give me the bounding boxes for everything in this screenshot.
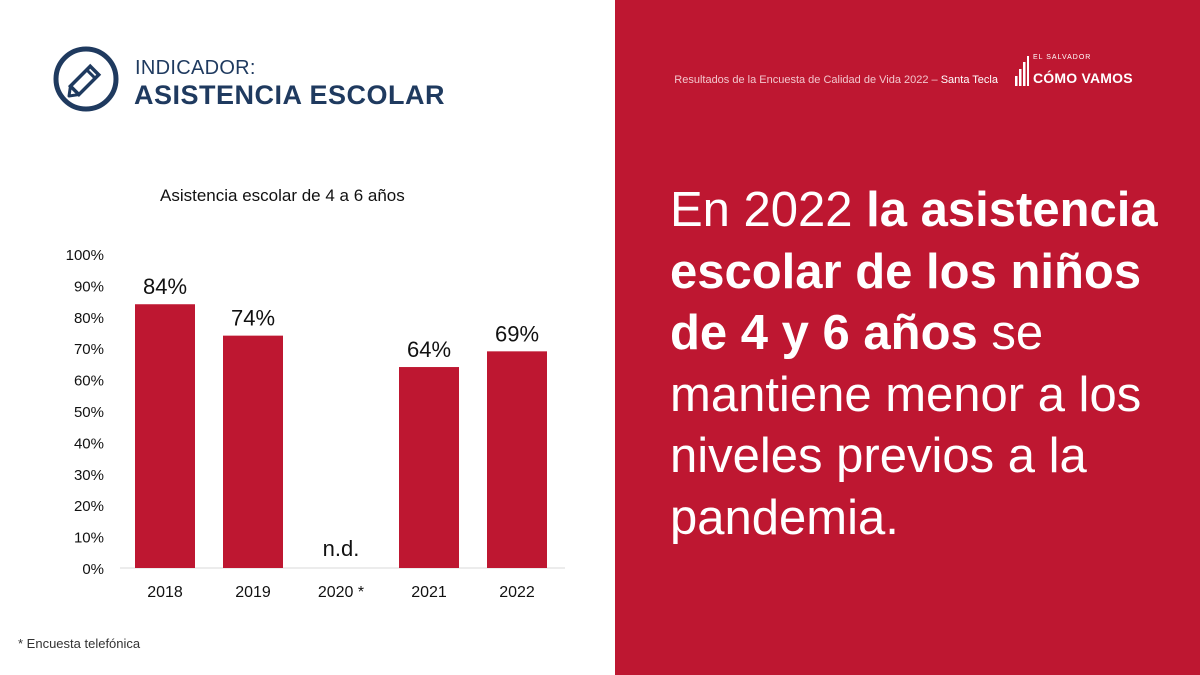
headline-part-2: se mantiene menor a los niveles previos …	[670, 306, 1142, 545]
right-panel: Resultados de la Encuesta de Calidad de …	[615, 0, 1200, 675]
x-tick-label: 2022	[499, 584, 535, 601]
data-label: 69%	[495, 321, 539, 346]
chart-title: Asistencia escolar de 4 a 6 años	[160, 186, 405, 205]
y-tick-label: 30%	[74, 467, 104, 484]
x-tick-label: 2021	[411, 584, 447, 601]
y-tick-label: 60%	[74, 373, 104, 390]
bar	[223, 335, 283, 568]
y-tick-label: 50%	[74, 404, 104, 421]
source-caption: Resultados de la Encuesta de Calidad de …	[674, 74, 998, 86]
footnote: * Encuesta telefónica	[18, 636, 141, 651]
data-label: 64%	[407, 337, 451, 362]
y-tick-label: 100%	[66, 247, 104, 264]
bar	[399, 367, 459, 568]
y-tick-label: 0%	[82, 561, 104, 578]
y-tick-label: 10%	[74, 530, 104, 547]
logo-big-text: CÓMO VAMOS	[1033, 70, 1133, 86]
data-label: 74%	[231, 306, 275, 331]
indicator-title: ASISTENCIA ESCOLAR	[134, 80, 446, 110]
data-label: n.d.	[323, 536, 360, 561]
bar	[135, 304, 195, 568]
source-text: Resultados de la Encuesta de Calidad de …	[674, 74, 941, 86]
indicator-label: INDICADOR:	[135, 57, 256, 79]
source-city: Santa Tecla	[940, 74, 998, 86]
bar-chart: 0% 10% 20% 30% 40% 50% 60% 70% 80% 90% 100% 84% 2018…	[66, 247, 565, 601]
data-label: 84%	[143, 274, 187, 299]
y-tick-label: 80%	[74, 310, 104, 327]
y-tick-label: 90%	[74, 278, 104, 295]
left-panel: INDICADOR: ASISTENCIA ESCOLAR Asistencia…	[18, 46, 565, 651]
bar	[487, 351, 547, 568]
x-tick-label: 2020 *	[318, 584, 364, 601]
y-tick-label: 20%	[74, 498, 104, 515]
x-tick-label: 2019	[235, 584, 271, 601]
headline: En 2022 la asistencia escolar de los niñ…	[670, 180, 1190, 549]
logo-small-text: EL SALVADOR	[1033, 54, 1092, 61]
pencil-circle-icon	[53, 46, 119, 112]
y-tick-label: 40%	[74, 435, 104, 452]
y-tick-label: 70%	[74, 341, 104, 358]
headline-part-1: En 2022	[670, 183, 867, 237]
bars-chart-icon	[1015, 56, 1029, 86]
logo: EL SALVADOR CÓMO VAMOS	[1015, 54, 1145, 90]
headline-bold: la asistencia escolar de los niños de 4 …	[670, 183, 1158, 360]
x-tick-label: 2018	[147, 584, 183, 601]
